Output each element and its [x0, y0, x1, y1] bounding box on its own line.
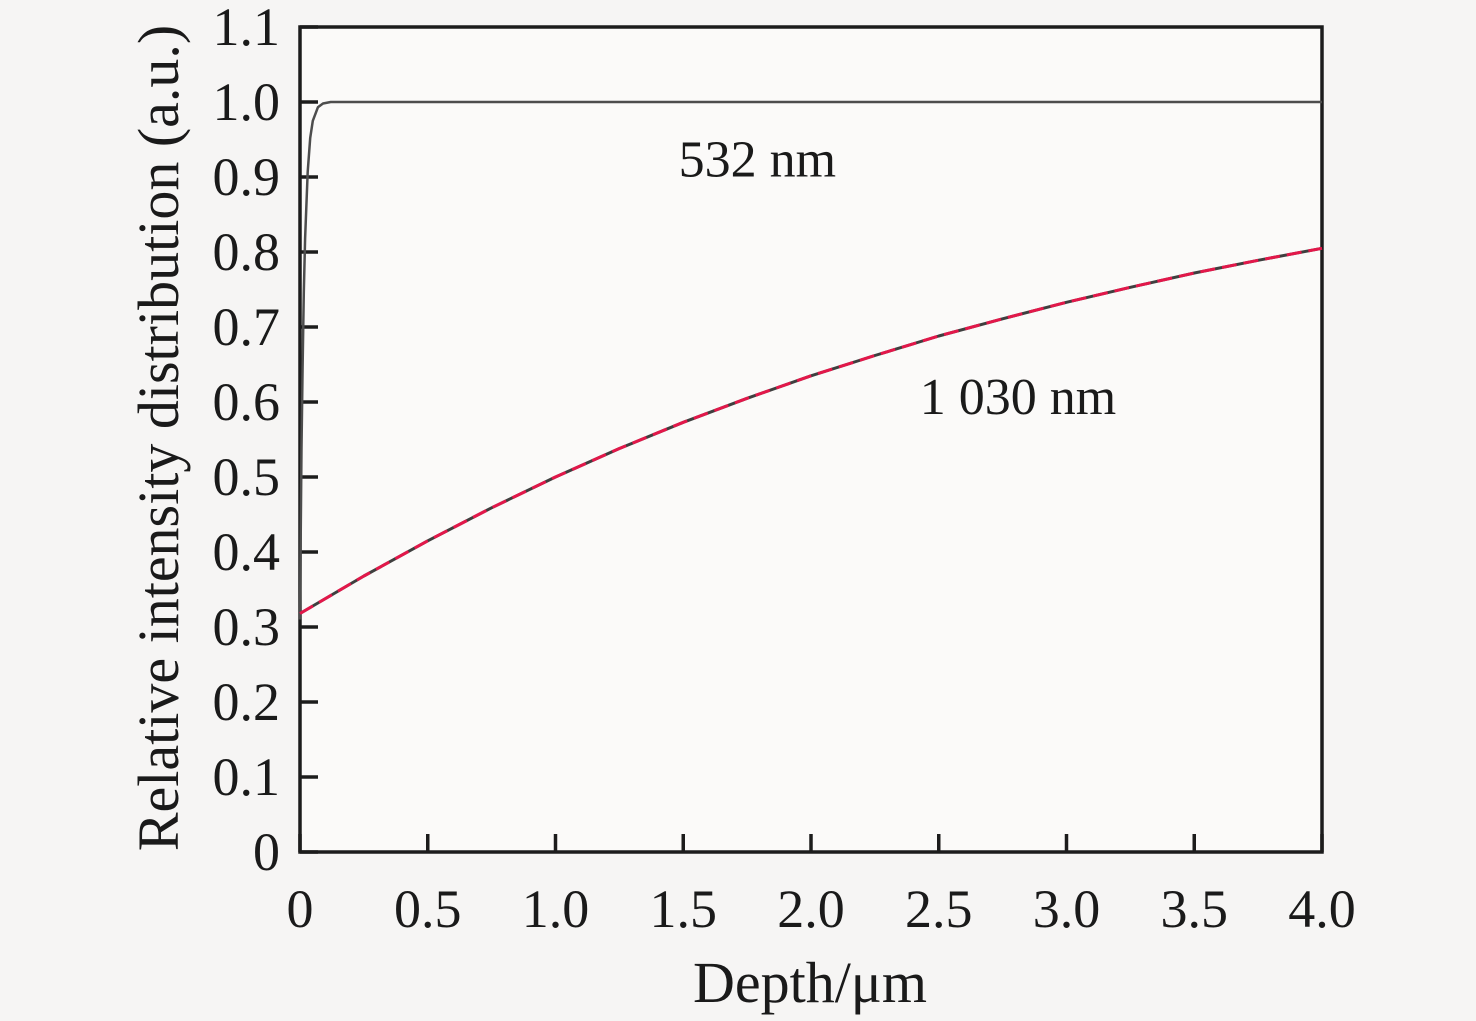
x-tick-label: 1.0	[522, 879, 590, 939]
x-tick-label: 0	[287, 879, 314, 939]
plot-area	[298, 25, 1324, 854]
curve-1-030-nm	[299, 246, 1323, 615]
y-tick-label: 0.9	[213, 147, 281, 207]
curve-label-1-030-nm: 1 030 nm	[920, 369, 1116, 426]
x-tick-label: 0.5	[394, 879, 462, 939]
y-tick-label: 0.8	[213, 222, 281, 282]
x-tick-label: 4.0	[1288, 879, 1356, 939]
y-tick-label: 0.3	[213, 597, 281, 657]
y-tick-label: 1.0	[213, 72, 281, 132]
y-tick-label: 0.2	[213, 672, 281, 732]
y-axis-label: Relative intensity distribution (a.u.)	[126, 25, 191, 851]
x-tick-label: 1.5	[650, 879, 718, 939]
y-tick-label: 0.6	[213, 372, 281, 432]
x-tick-label: 2.5	[905, 879, 973, 939]
y-tick-label: 0.5	[213, 447, 281, 507]
axis-ticks: 0 0.5 1.0 1.5 2.0 2.5 3.0 3.5 4.0 0 0.1 0.2 0.3 0.4 0.…	[213, 0, 1356, 939]
y-tick-label: 1.1	[213, 0, 281, 57]
curve-label-532-nm: 532 nm	[679, 131, 836, 188]
curve-532-nm	[298, 100, 1322, 620]
curves	[298, 100, 1323, 620]
y-tick-label: 0	[253, 822, 280, 882]
y-tick-label: 0.7	[213, 297, 281, 357]
x-axis-label: Depth/μm	[693, 950, 927, 1015]
x-tick-label: 3.0	[1033, 879, 1101, 939]
y-tick-label: 0.4	[213, 522, 281, 582]
plot-frame	[298, 25, 1324, 854]
y-tick-label: 0.1	[213, 747, 281, 807]
x-tick-label: 3.5	[1161, 879, 1229, 939]
labels: Depth/μm Relative intensity distribution…	[126, 25, 1116, 1015]
x-tick-label: 2.0	[777, 879, 845, 939]
